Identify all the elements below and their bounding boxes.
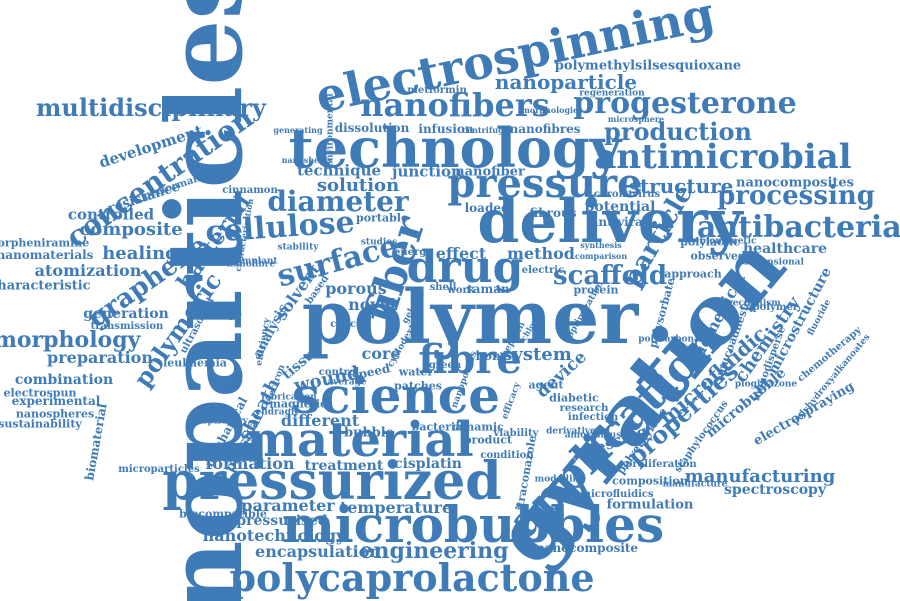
- word-green: green: [429, 361, 461, 371]
- word-encapsulation: encapsulation: [255, 544, 381, 560]
- word-cancer: cancer: [330, 320, 368, 330]
- word-temperature: temperature: [340, 500, 452, 516]
- word-bubble: bubble: [344, 427, 394, 440]
- word-potential: potential: [585, 200, 656, 214]
- word-effect: effect: [436, 246, 487, 262]
- word-solution: solution: [317, 177, 399, 195]
- word-patches: patches: [394, 381, 442, 392]
- word-leukaemia: leukaemia: [163, 358, 227, 369]
- word-nanosheets: nanosheets: [282, 156, 333, 164]
- word-mechanism: mechanism: [723, 300, 781, 309]
- word-nanocomposite: nanocomposite: [536, 542, 638, 554]
- word-infection: infection: [568, 413, 618, 423]
- word-manufacture: manufacture: [663, 481, 728, 490]
- word-transmission: transmission: [91, 322, 164, 332]
- word-agent: agent: [529, 380, 564, 391]
- word-junction: junction: [392, 165, 462, 180]
- word-control: control: [319, 368, 359, 378]
- word-chlorpheniramine: chlorpheniramine: [0, 238, 89, 249]
- word-approach: approach: [664, 269, 721, 280]
- word-average: average: [327, 379, 366, 388]
- word-characteristic: characteristic: [0, 280, 91, 293]
- word-dimensional: dimensional: [742, 259, 804, 268]
- word-coronavirus: coronavirus: [594, 190, 660, 200]
- word-formulation: formulation: [607, 499, 694, 512]
- word-polymethylsilsesquioxane: polymethylsilsesquioxane: [555, 60, 741, 73]
- word-diabetic: diabetic: [549, 393, 599, 404]
- word-modelling: modelling: [535, 476, 586, 485]
- word-portable: portable: [356, 213, 408, 224]
- word-technique: technique: [297, 164, 381, 179]
- word-energy: energy: [394, 248, 432, 258]
- word-observed: observed: [690, 251, 745, 262]
- word-loaded: loaded: [465, 202, 510, 214]
- word-antiviral: antiviral: [591, 216, 648, 228]
- word-generation: generation: [83, 307, 169, 321]
- word-spectroscopy: spectroscopy: [724, 483, 826, 497]
- word-nanomaterials: nanomaterials: [0, 249, 93, 261]
- word-method: method: [507, 246, 575, 262]
- word-novel: novel: [348, 297, 396, 313]
- word-microparticles: microparticles: [118, 465, 199, 475]
- word-efficacy: efficacy: [501, 381, 523, 420]
- word-centrifugal: centrifugal: [462, 126, 512, 134]
- word-nanotechnology: nanotechnology: [203, 528, 346, 544]
- word-nanofiber: nanofiber: [455, 166, 525, 179]
- word-biomimetic: biomimetic: [700, 238, 757, 247]
- word-composite: composite: [79, 221, 182, 239]
- word-polycaprolactone: polycaprolactone: [229, 559, 594, 597]
- word-generating: generating: [273, 126, 322, 134]
- word-combination: combination: [15, 373, 113, 387]
- word-comparison: comparison: [575, 252, 627, 260]
- word-biocompatible: biocompatible: [179, 509, 267, 520]
- word-cinnamon: cinnamon: [222, 186, 277, 196]
- word-viability: viability: [494, 429, 539, 439]
- word-electric: electric: [522, 266, 564, 276]
- word-morphologies: morphologies: [521, 106, 582, 114]
- word-atomization: atomization: [35, 263, 142, 279]
- word-nanocomposites: nanocomposites: [736, 177, 854, 190]
- word-studies: studies: [361, 239, 397, 248]
- word-sustainability: sustainability: [0, 419, 82, 430]
- word-engineering: engineering: [359, 540, 508, 562]
- word-eudragit: eudragit: [255, 409, 298, 418]
- word-polycarbonate: polycarbonate: [638, 336, 710, 345]
- word-fibrous: fibrous: [530, 207, 577, 219]
- word-pioglitazone: pioglitazone: [735, 381, 797, 390]
- word-synthesis: synthesis: [580, 241, 622, 249]
- word-amorphous: amorphous: [565, 432, 622, 441]
- word-stability: stability: [278, 244, 319, 253]
- word-dissolution: dissolution: [335, 122, 410, 134]
- word-microfluidics: microfluidics: [580, 490, 653, 500]
- word-electrospun: electrospun: [4, 388, 77, 399]
- word-treatment: treatment: [305, 459, 384, 473]
- word-cisplatin: cisplatin: [394, 457, 462, 471]
- word-nanofibres: nanofibres: [509, 123, 580, 135]
- word-regeneration: regeneration: [579, 90, 644, 99]
- word-work: work: [447, 286, 474, 296]
- word-preparation: preparation: [47, 350, 153, 366]
- word-proliferation: proliferation: [625, 460, 696, 470]
- word-microsphere: microsphere: [608, 115, 664, 123]
- word-respiratory: respiratory: [192, 418, 248, 427]
- word-metformin: metformin: [407, 86, 466, 96]
